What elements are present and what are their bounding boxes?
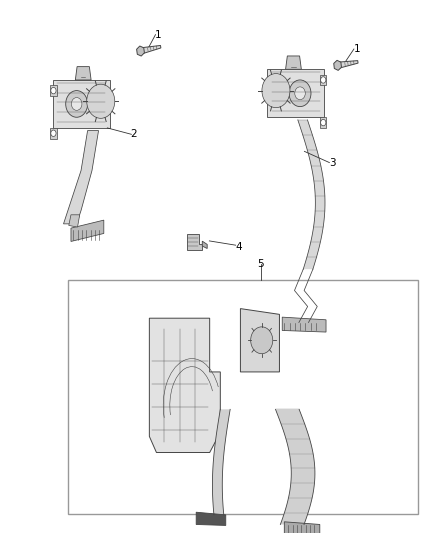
Polygon shape [53, 80, 110, 128]
Polygon shape [187, 234, 202, 250]
Polygon shape [75, 67, 91, 80]
Polygon shape [137, 46, 145, 56]
Text: 2: 2 [130, 130, 137, 139]
Circle shape [66, 91, 88, 117]
Polygon shape [298, 120, 325, 269]
Polygon shape [282, 317, 326, 332]
Polygon shape [50, 128, 57, 139]
Polygon shape [212, 409, 230, 515]
Text: 5: 5 [257, 260, 264, 269]
Circle shape [71, 98, 82, 110]
Polygon shape [240, 309, 279, 372]
Text: 1: 1 [154, 30, 161, 39]
Circle shape [295, 87, 305, 100]
Polygon shape [337, 61, 358, 68]
Polygon shape [276, 409, 315, 524]
Polygon shape [320, 75, 326, 85]
Text: 3: 3 [329, 158, 336, 167]
Circle shape [87, 84, 115, 118]
Polygon shape [50, 85, 57, 96]
Circle shape [289, 80, 311, 107]
Polygon shape [334, 60, 342, 70]
Circle shape [51, 87, 56, 94]
Polygon shape [320, 117, 326, 128]
Circle shape [321, 77, 326, 83]
Polygon shape [140, 45, 161, 54]
Circle shape [251, 327, 273, 354]
Circle shape [262, 74, 290, 108]
Polygon shape [64, 131, 99, 224]
Polygon shape [71, 220, 104, 241]
Circle shape [321, 119, 326, 126]
Circle shape [51, 130, 56, 136]
Polygon shape [202, 241, 207, 248]
Polygon shape [149, 318, 220, 453]
Polygon shape [69, 215, 80, 227]
Text: 1: 1 [353, 44, 360, 54]
Polygon shape [284, 522, 320, 533]
Polygon shape [267, 69, 324, 117]
Text: 4: 4 [235, 243, 242, 252]
Polygon shape [286, 56, 301, 69]
Polygon shape [196, 512, 226, 526]
